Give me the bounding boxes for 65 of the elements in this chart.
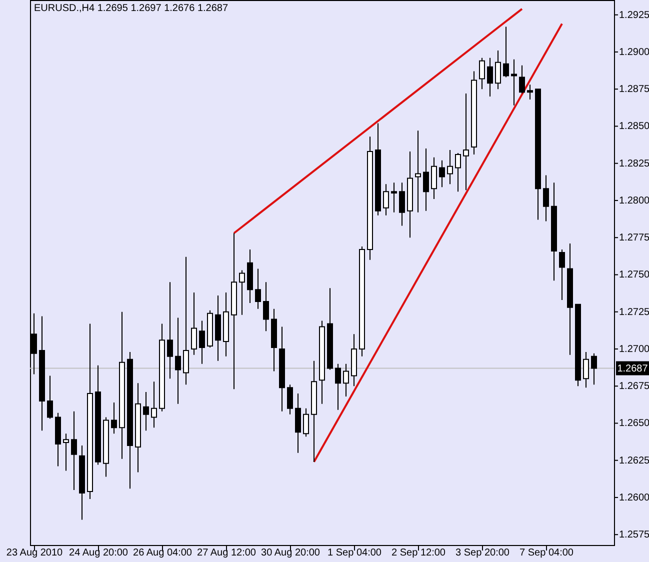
candlestick <box>431 156 437 200</box>
ref-line-label: 1.2687 <box>617 363 648 374</box>
candlestick <box>447 149 453 185</box>
candlestick <box>455 152 461 192</box>
y-tick-label: 1.2750 <box>619 270 649 281</box>
candlestick <box>111 402 117 434</box>
candlestick <box>503 26 509 78</box>
candlestick <box>263 282 269 332</box>
x-tick-label: 27 Aug 12:00 <box>197 548 256 558</box>
candlestick <box>383 184 389 216</box>
candlestick <box>151 381 157 428</box>
candlestick <box>399 182 405 226</box>
y-tick-label: 1.2800 <box>619 195 649 206</box>
y-tick-label: 1.2625 <box>619 455 649 466</box>
y-tick-label: 1.2675 <box>619 381 649 392</box>
candlestick <box>559 248 565 300</box>
candlestick <box>183 256 189 386</box>
candlestick <box>591 352 597 386</box>
candlestick <box>543 174 549 222</box>
y-tick-label: 1.2875 <box>619 84 649 96</box>
x-tick-label: 1 Sep 04:00 <box>328 548 382 558</box>
candlestick <box>255 268 261 310</box>
y-tick-label: 1.2900 <box>619 46 649 58</box>
candlestick <box>439 160 445 188</box>
y-tick-label: 1.2600 <box>619 492 649 504</box>
y-tick-label: 1.2725 <box>619 306 649 318</box>
x-tick-label: 23 Aug 2010 <box>6 548 64 558</box>
candlestick <box>391 182 397 213</box>
candlestick <box>175 317 181 404</box>
x-tick-label: 7 Sep 04:00 <box>520 548 574 558</box>
chart-title: EURUSD.,H4 1.2695 1.2697 1.2676 1.2687 <box>34 3 228 14</box>
candlestick <box>463 93 469 191</box>
candlestick <box>527 84 533 100</box>
y-tick-label: 1.2775 <box>619 232 649 244</box>
x-tick-label: 2 Sep 12:00 <box>392 548 446 558</box>
y-tick-label: 1.2825 <box>619 158 649 170</box>
x-tick-label: 24 Aug 20:00 <box>69 548 128 558</box>
candlestick <box>423 148 429 212</box>
candlestick <box>191 292 197 356</box>
y-tick-label: 1.2925 <box>619 10 649 21</box>
candlestick <box>167 282 173 380</box>
candlestick <box>295 393 301 454</box>
x-tick-label: 30 Aug 20:00 <box>261 548 320 558</box>
candlestick <box>239 270 245 316</box>
candlestick <box>143 392 149 432</box>
x-tick-label: 3 Sep 20:00 <box>456 548 510 558</box>
candlestick <box>479 57 485 90</box>
candlestick <box>199 320 205 364</box>
y-tick-label: 1.2700 <box>619 344 649 355</box>
y-tick-label: 1.2575 <box>619 530 649 541</box>
candlestick <box>495 50 501 90</box>
candlestick <box>303 408 309 438</box>
y-tick-label: 1.2650 <box>619 418 649 430</box>
candlestick <box>287 384 293 415</box>
candlestick <box>415 130 421 213</box>
candlestick <box>47 375 53 420</box>
candlestick <box>583 351 589 388</box>
candlestick <box>63 433 69 472</box>
y-tick-label: 1.2850 <box>619 121 649 132</box>
candlestick <box>519 64 525 94</box>
candlestick <box>71 410 77 491</box>
candlestick <box>343 363 349 397</box>
x-tick-label: 26 Aug 04:00 <box>133 548 192 558</box>
candlestick <box>335 363 341 410</box>
candlestick <box>487 57 493 98</box>
